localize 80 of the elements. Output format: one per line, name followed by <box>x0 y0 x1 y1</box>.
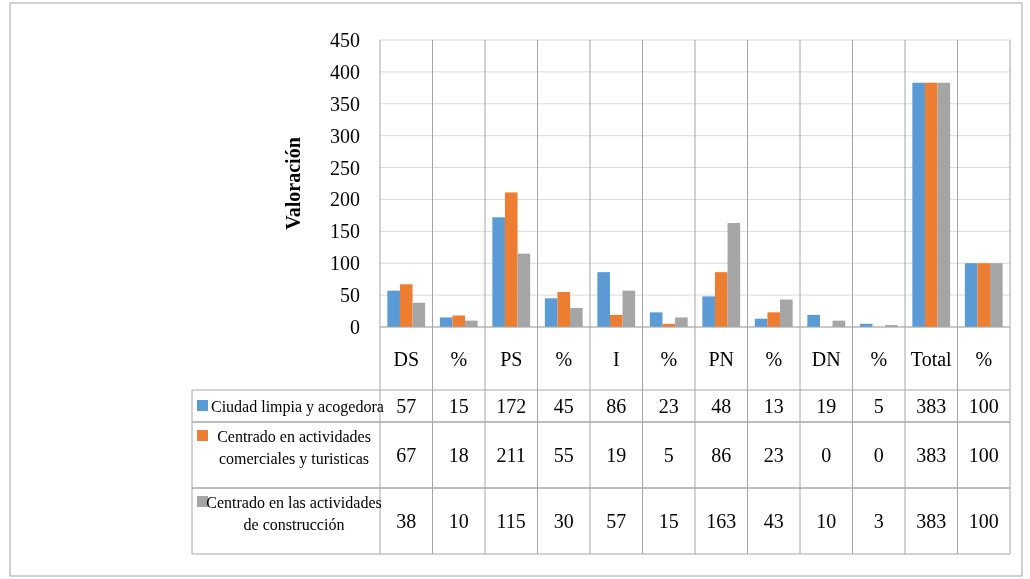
data-label: 48 <box>711 395 732 417</box>
legend-label: Ciudad limpia y acogedora <box>211 397 384 416</box>
bar <box>977 263 991 327</box>
x-tick-label: % <box>555 347 573 370</box>
data-label: 0 <box>821 444 832 466</box>
bar <box>544 298 558 327</box>
data-label: 15 <box>658 510 679 532</box>
y-tick-label: 0 <box>350 316 360 338</box>
y-tick-label: 250 <box>330 156 360 179</box>
legend-label: Centrado en actividades comerciales y turisticas <box>217 427 371 468</box>
data-label: 55 <box>553 444 574 466</box>
data-label: 30 <box>553 510 574 532</box>
data-label: 10 <box>448 510 469 532</box>
data-label: 100 <box>968 510 999 532</box>
data-label: 23 <box>658 395 679 417</box>
x-tick-label: PS <box>500 347 523 370</box>
bar <box>399 284 413 327</box>
bar <box>912 82 925 327</box>
data-label: 172 <box>496 395 527 417</box>
y-tick-label: 50 <box>340 284 360 307</box>
data-label: 45 <box>553 395 574 417</box>
bar <box>702 296 715 327</box>
x-tick-label: I <box>612 347 620 370</box>
x-tick-label: % <box>765 347 783 370</box>
data-label: 38 <box>396 510 417 532</box>
data-label: 57 <box>606 510 627 532</box>
data-label: 19 <box>606 444 627 466</box>
x-tick-label: Total <box>910 347 953 370</box>
data-label: 23 <box>763 444 784 466</box>
bar <box>649 312 663 327</box>
bar <box>714 272 728 327</box>
bar <box>964 263 978 327</box>
data-label: 100 <box>968 395 999 417</box>
bar <box>557 291 571 327</box>
data-label: 43 <box>763 510 784 532</box>
bar <box>924 82 938 327</box>
data-label: 5 <box>873 395 884 417</box>
data-label: 3 <box>873 510 884 532</box>
data-label: 86 <box>606 395 627 417</box>
bar <box>609 314 623 327</box>
y-tick-label: 450 <box>330 29 360 51</box>
y-tick-label: 400 <box>330 60 360 83</box>
data-label: 211 <box>496 444 526 466</box>
data-label: 57 <box>396 395 417 417</box>
x-tick-label: DN <box>811 347 841 370</box>
data-label: 115 <box>496 510 526 532</box>
legend-label: Centrado en las actividades de construcción <box>206 493 382 533</box>
y-tick-label: 300 <box>330 124 360 147</box>
x-tick-label: % <box>975 347 993 370</box>
y-axis-title: Valoración <box>282 137 304 230</box>
data-label: 67 <box>396 444 417 466</box>
bar <box>504 192 518 327</box>
bar <box>597 272 610 327</box>
bar <box>807 314 820 327</box>
data-label: 15 <box>448 395 469 417</box>
x-tick-label: % <box>450 347 468 370</box>
x-tick-label: % <box>660 347 678 370</box>
x-tick-label: DS <box>393 347 420 370</box>
data-label: 10 <box>816 510 837 532</box>
data-label: 100 <box>968 444 999 466</box>
data-label: 383 <box>916 444 947 466</box>
data-label: 19 <box>816 395 837 417</box>
bar <box>387 290 400 327</box>
data-label: 5 <box>663 444 674 466</box>
data-label: 383 <box>916 510 947 532</box>
y-tick-label: 150 <box>330 220 360 243</box>
data-label: 13 <box>763 395 784 417</box>
data-label: 86 <box>711 444 732 466</box>
y-tick-label: 200 <box>330 188 360 211</box>
bar <box>767 312 781 327</box>
data-label: 383 <box>916 395 947 417</box>
y-tick-label: 350 <box>330 92 360 115</box>
y-tick-label: 100 <box>330 252 360 275</box>
data-label: 18 <box>448 444 469 466</box>
x-tick-label: % <box>870 347 888 370</box>
data-label: 0 <box>873 444 884 466</box>
x-tick-label: PN <box>708 347 735 370</box>
data-label: 163 <box>706 510 737 532</box>
bar <box>452 315 466 327</box>
bar <box>492 217 505 327</box>
